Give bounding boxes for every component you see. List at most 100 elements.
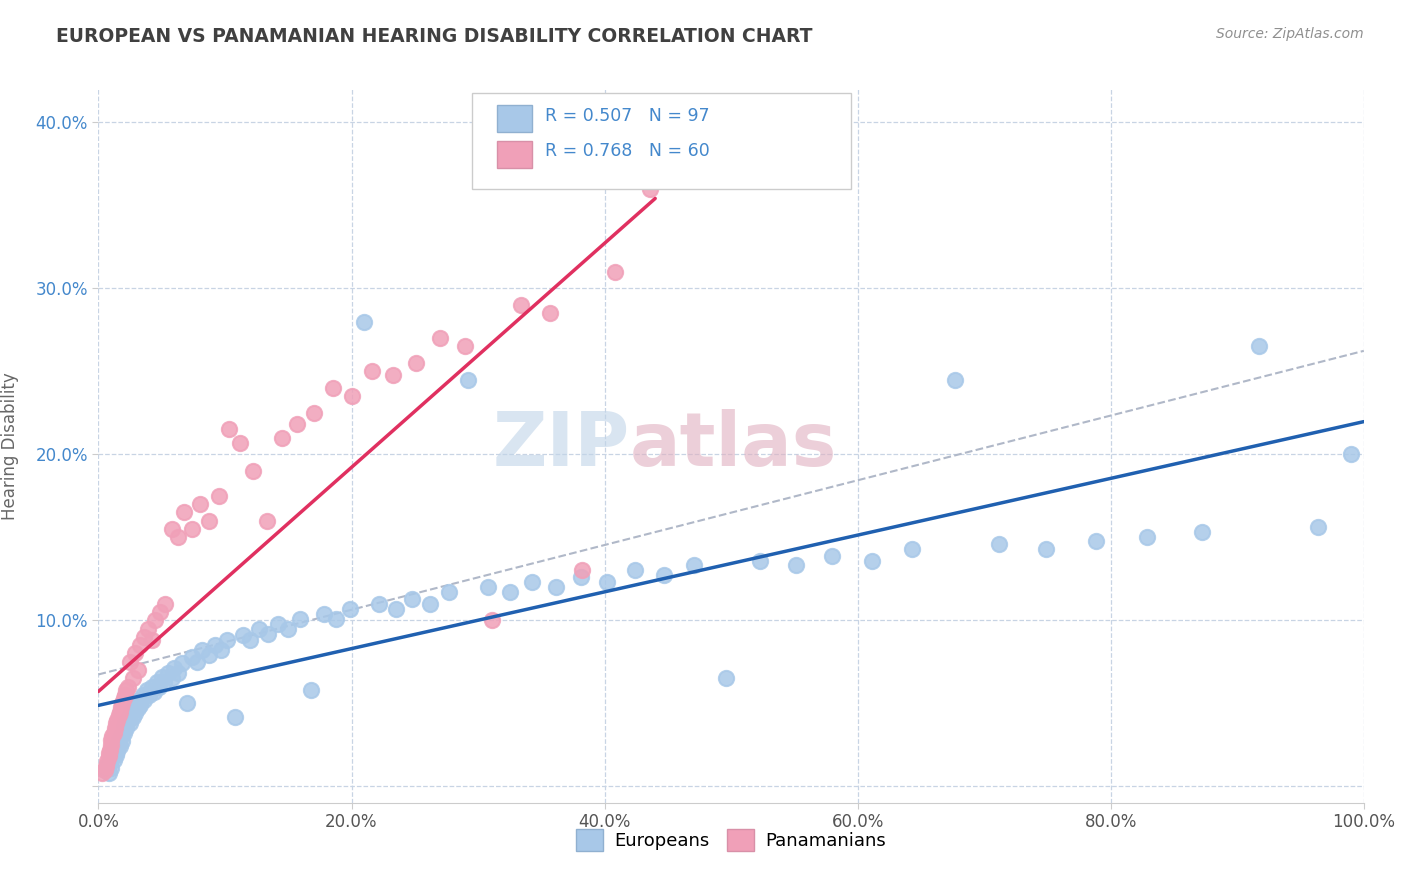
Point — [943, 373, 966, 387]
Point — [105, 747, 128, 762]
Point — [538, 306, 561, 320]
Point — [120, 705, 142, 719]
Point — [160, 671, 183, 685]
Point — [232, 628, 254, 642]
Point — [454, 339, 477, 353]
Point — [368, 597, 391, 611]
Point — [257, 626, 280, 640]
Bar — [498, 141, 533, 168]
Point — [569, 570, 592, 584]
Point — [285, 417, 308, 432]
Point — [104, 721, 127, 735]
Point — [170, 657, 193, 671]
Point — [683, 558, 706, 573]
Point — [115, 682, 138, 697]
Text: atlas: atlas — [630, 409, 837, 483]
Point — [149, 605, 172, 619]
Point — [429, 331, 451, 345]
Point — [143, 684, 166, 698]
Point — [141, 680, 163, 694]
Point — [1308, 520, 1330, 534]
Point — [197, 648, 219, 662]
Point — [267, 616, 290, 631]
Point — [141, 633, 163, 648]
Point — [120, 716, 141, 731]
Point — [312, 607, 335, 621]
Point — [93, 763, 117, 777]
Point — [821, 549, 844, 563]
Point — [117, 680, 139, 694]
Point — [94, 759, 117, 773]
Point — [117, 713, 139, 727]
Point — [111, 696, 134, 710]
Point — [122, 699, 145, 714]
Point — [229, 435, 252, 450]
Point — [145, 674, 167, 689]
FancyBboxPatch shape — [471, 93, 851, 189]
Point — [191, 643, 214, 657]
Point — [100, 738, 122, 752]
Point — [988, 537, 1011, 551]
Point — [596, 575, 619, 590]
Legend: Europeans, Panamanians: Europeans, Panamanians — [569, 822, 893, 858]
Point — [546, 580, 568, 594]
Point — [270, 431, 294, 445]
Text: Source: ZipAtlas.com: Source: ZipAtlas.com — [1216, 27, 1364, 41]
Point — [97, 749, 120, 764]
Point — [382, 368, 405, 382]
Point — [1084, 533, 1107, 548]
Point — [157, 666, 180, 681]
Point — [160, 522, 183, 536]
Point — [167, 666, 190, 681]
Point — [105, 716, 128, 731]
Point — [127, 663, 149, 677]
Point — [150, 670, 173, 684]
Point — [136, 622, 159, 636]
Point — [98, 754, 121, 768]
Point — [114, 688, 136, 702]
Point — [112, 721, 135, 735]
Point — [638, 182, 661, 196]
Point — [181, 522, 204, 536]
Point — [110, 699, 132, 714]
Point — [339, 601, 361, 615]
Point — [242, 464, 264, 478]
Point — [247, 622, 270, 636]
Point — [340, 389, 363, 403]
Point — [135, 682, 157, 697]
Point — [188, 497, 211, 511]
Point — [176, 696, 198, 710]
Point — [749, 553, 772, 567]
Point — [108, 739, 131, 754]
Point — [111, 734, 134, 748]
Point — [288, 611, 311, 625]
Point — [107, 738, 129, 752]
Point — [107, 713, 129, 727]
Point — [101, 730, 124, 744]
Point — [96, 759, 118, 773]
Text: R = 0.768   N = 60: R = 0.768 N = 60 — [546, 143, 710, 161]
Point — [1247, 339, 1270, 353]
Point — [163, 661, 186, 675]
Point — [96, 754, 118, 768]
Point — [125, 696, 148, 710]
Point — [103, 726, 125, 740]
Point — [302, 406, 325, 420]
Point — [218, 422, 240, 436]
Point — [239, 633, 262, 648]
Point — [204, 638, 226, 652]
Point — [208, 489, 231, 503]
Point — [860, 553, 883, 567]
Point — [145, 613, 166, 627]
Point — [121, 671, 143, 685]
Point — [173, 505, 195, 519]
Point — [132, 693, 155, 707]
Point — [112, 726, 135, 740]
Point — [132, 630, 155, 644]
Point — [108, 705, 131, 719]
Point — [325, 611, 347, 625]
Bar — [498, 105, 533, 132]
Point — [277, 622, 299, 636]
Point — [132, 688, 155, 702]
Point — [153, 674, 176, 689]
